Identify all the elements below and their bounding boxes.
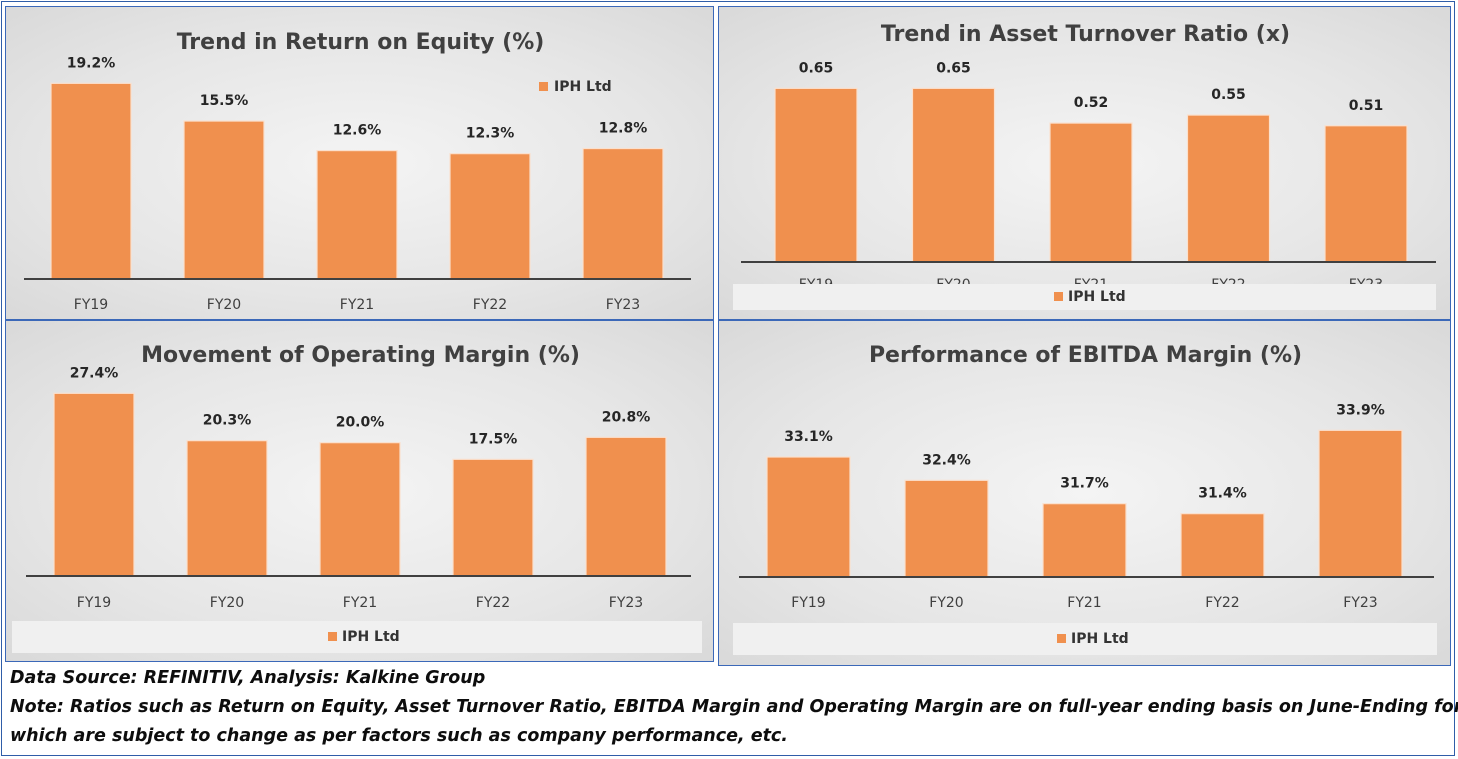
note-text-line2: which are subject to change as per facto…: [10, 726, 788, 746]
operating-margin-tick-fy22: FY22: [476, 595, 510, 611]
operating-margin-legend-box: [12, 621, 702, 653]
asset-turnover-bar-fy22: [1186, 114, 1271, 263]
roe-value-label-fy22: 12.3%: [466, 126, 515, 142]
roe-bar-fy23: [582, 147, 664, 280]
ebitda-margin-value-label-fy21: 31.7%: [1060, 476, 1109, 492]
asset-turnover-value-label-fy22: 0.55: [1211, 87, 1246, 103]
operating-margin-bar-fy20: [186, 440, 268, 577]
operating-margin-bar-fy23: [585, 436, 667, 577]
operating-margin-title: Movement of Operating Margin (%): [141, 343, 580, 368]
ebitda-margin-value-label-fy19: 33.1%: [784, 429, 833, 445]
ebitda-margin-chart: Performance of EBITDA Margin (%) 33.1% FY1…: [733, 343, 1437, 655]
ebitda-margin-legend-swatch: [1057, 634, 1066, 643]
asset-turnover-bar-fy21: [1049, 122, 1133, 263]
operating-margin-value-label-fy23: 20.8%: [602, 409, 651, 425]
ebitda-margin-title: Performance of EBITDA Margin (%): [869, 343, 1302, 368]
operating-margin-chart-panel: Movement of Operating Margin (%) 27.4% FY1…: [5, 320, 714, 662]
ebitda-margin-bar-fy20: [904, 479, 989, 578]
ebitda-margin-value-label-fy23: 33.9%: [1336, 402, 1385, 418]
operating-margin-tick-fy19: FY19: [77, 595, 111, 611]
asset-turnover-value-label-fy21: 0.52: [1074, 95, 1109, 111]
roe-chart: Trend in Return on Equity (%) 19.2% FY19 15…: [24, 30, 691, 313]
asset-turnover-value-label-fy19: 0.65: [799, 60, 834, 76]
roe-tick-fy23: FY23: [606, 297, 640, 313]
ebitda-margin-bar-fy22: [1180, 513, 1265, 578]
ebitda-margin-legend-box: [733, 623, 1437, 655]
roe-value-label-fy20: 15.5%: [200, 93, 249, 109]
roe-value-label-fy19: 19.2%: [67, 55, 116, 71]
note-text-line1: Note: Ratios such as Return on Equity, A…: [10, 697, 1458, 717]
asset-turnover-title: Trend in Asset Turnover Ratio (x): [881, 22, 1290, 47]
ebitda-margin-tick-fy19: FY19: [791, 595, 825, 611]
roe-value-label-fy23: 12.8%: [599, 121, 648, 137]
asset-turnover-legend-box: [733, 284, 1436, 310]
operating-margin-legend-label: IPH Ltd: [342, 629, 400, 645]
roe-bar-fy19: [50, 82, 132, 280]
operating-margin-value-label-fy20: 20.3%: [203, 413, 252, 429]
operating-margin-value-label-fy22: 17.5%: [469, 431, 518, 447]
roe-bar-fy20: [183, 120, 265, 280]
roe-tick-fy21: FY21: [340, 297, 374, 313]
operating-margin-tick-fy20: FY20: [210, 595, 244, 611]
asset-turnover-legend-label: IPH Ltd: [1068, 289, 1126, 305]
roe-tick-fy19: FY19: [74, 297, 108, 313]
data-source-text: Data Source: REFINITIV, Analysis: Kalkin…: [10, 668, 486, 688]
ebitda-margin-value-label-fy22: 31.4%: [1198, 486, 1247, 502]
roe-legend-label: IPH Ltd: [554, 79, 612, 95]
ebitda-margin-bar-fy19: [766, 456, 851, 578]
asset-turnover-bar-fy23: [1324, 125, 1408, 263]
ebitda-margin-chart-panel: Performance of EBITDA Margin (%) 33.1% FY1…: [718, 320, 1451, 666]
footer: Data Source: REFINITIV, Analysis: Kalkin…: [10, 664, 1458, 751]
asset-turnover-value-label-fy20: 0.65: [936, 60, 971, 76]
operating-margin-bar-fy21: [319, 442, 401, 577]
operating-margin-bar-fy22: [452, 458, 534, 577]
asset-turnover-chart: Trend in Asset Turnover Ratio (x)0.65FY1…: [733, 22, 1436, 310]
roe-bar-fy22: [449, 153, 531, 280]
ebitda-margin-bar-fy23: [1318, 429, 1403, 578]
ebitda-margin-value-label-fy20: 32.4%: [922, 452, 971, 468]
roe-tick-fy20: FY20: [207, 297, 241, 313]
ebitda-margin-tick-fy23: FY23: [1343, 595, 1377, 611]
operating-margin-value-label-fy21: 20.0%: [336, 415, 385, 431]
roe-chart-panel: Trend in Return on Equity (%) 19.2% FY19 15…: [5, 6, 714, 320]
operating-margin-tick-fy21: FY21: [343, 595, 377, 611]
roe-tick-fy22: FY22: [473, 297, 507, 313]
roe-bar-fy21: [316, 150, 398, 280]
ebitda-margin-tick-fy22: FY22: [1205, 595, 1239, 611]
asset-turnover-bar-fy19: [774, 87, 858, 263]
roe-value-label-fy21: 12.6%: [333, 123, 382, 139]
operating-margin-tick-fy23: FY23: [609, 595, 643, 611]
asset-turnover-value-label-fy23: 0.51: [1349, 98, 1384, 114]
roe-title: Trend in Return on Equity (%): [177, 30, 545, 55]
operating-margin-legend-swatch: [328, 632, 337, 641]
ebitda-margin-tick-fy21: FY21: [1067, 595, 1101, 611]
asset-turnover-bar-fy20: [911, 87, 996, 263]
ebitda-margin-tick-fy20: FY20: [929, 595, 963, 611]
operating-margin-chart: Movement of Operating Margin (%) 27.4% FY1…: [12, 343, 702, 653]
roe-legend-swatch: [539, 82, 548, 91]
operating-margin-value-label-fy19: 27.4%: [70, 365, 119, 381]
ebitda-margin-legend-label: IPH Ltd: [1071, 631, 1129, 647]
asset-turnover-chart-panel: Trend in Asset Turnover Ratio (x)0.65FY1…: [718, 6, 1451, 320]
operating-margin-bar-fy19: [53, 392, 135, 577]
asset-turnover-legend-swatch: [1054, 292, 1063, 301]
ebitda-margin-bar-fy21: [1042, 503, 1127, 578]
